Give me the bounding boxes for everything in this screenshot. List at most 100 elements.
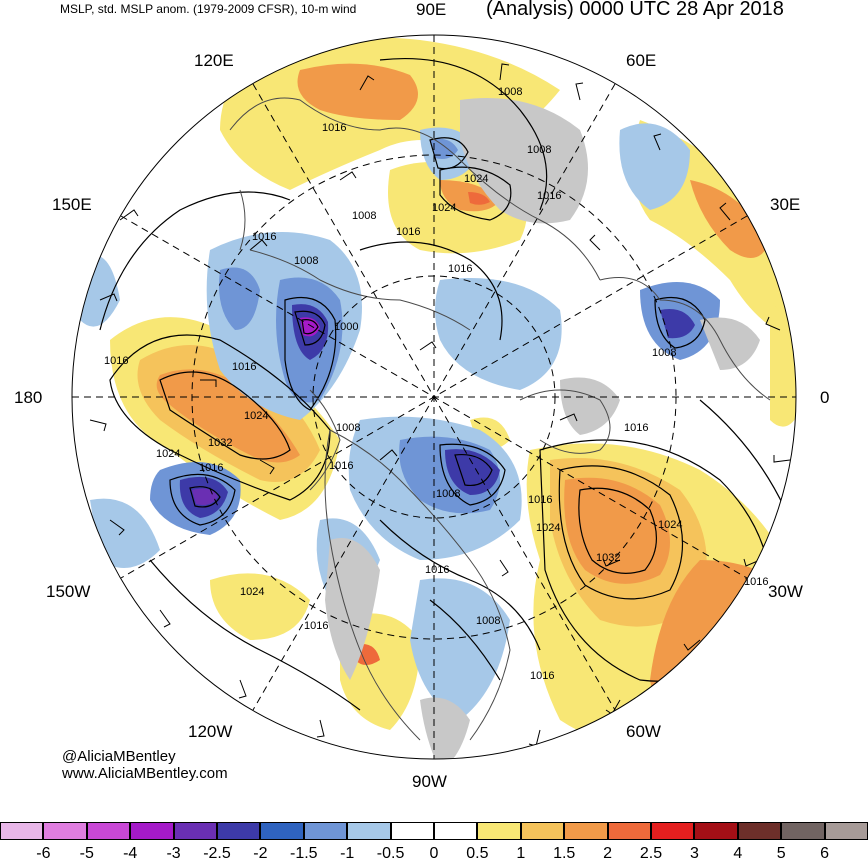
isobar-aleutian-low-inner — [189, 486, 221, 508]
isobar-label: 1008 — [336, 422, 360, 434]
isobar-label: 1016 — [199, 462, 223, 474]
isobar-siberia-low-inner — [294, 310, 326, 346]
isobar-label: 1016 — [322, 122, 346, 134]
isobar-aleutian-low — [169, 473, 236, 526]
isobar-canada-low — [439, 443, 506, 506]
isobar-label: 1016 — [104, 355, 128, 367]
isobar-label: 1016 — [304, 620, 328, 632]
lon-label-150w: 150W — [46, 582, 91, 601]
wind-barb — [109, 519, 125, 536]
lon-label-60w: 60W — [626, 722, 661, 741]
isobar-label: 1032 — [208, 437, 232, 449]
colorbar-label: 2.5 — [639, 845, 663, 862]
isobar-labels: 1008 1016 1008 1024 1024 1016 1008 1016 … — [104, 86, 768, 682]
author-handle: @AliciaMBentley — [62, 748, 176, 765]
colorbar-swatch — [217, 822, 261, 840]
isobar-canada-low-inner — [454, 453, 493, 487]
colorbar-swatch — [303, 822, 348, 840]
colorbar-swatch — [43, 822, 87, 840]
lon-label-150e: 150E — [52, 195, 92, 214]
author-url: www.AliciaMBentley.com — [62, 765, 228, 782]
colorbar-label: -4 — [123, 845, 138, 862]
anomaly-negative-europe — [619, 123, 690, 210]
coastline-japan — [239, 189, 246, 251]
isobar-pacific-high-inner — [159, 371, 291, 460]
wind-barb — [238, 679, 247, 699]
isobar-label: 1024 — [156, 448, 180, 460]
isobar-label: 1024 — [658, 519, 682, 531]
isobar-arctic — [359, 241, 503, 341]
colorbar-label: -2.5 — [203, 845, 231, 862]
colorbar-swatch — [737, 822, 782, 840]
anomaly-negative-southern-na — [410, 578, 510, 720]
colorbar-label: -1.5 — [290, 845, 318, 862]
anomaly-negative-arctic — [435, 278, 562, 390]
isobar-scandinavia-low — [654, 296, 706, 349]
anomaly-positive-north-pacific-core — [156, 369, 300, 463]
coastline-na-west — [324, 429, 421, 741]
colorbar-label: 4 — [733, 845, 743, 862]
isobar-siberia-low-core — [301, 319, 319, 335]
colorbar-swatch — [781, 822, 825, 840]
wind-barb — [719, 202, 731, 221]
anomaly-negative-canada-core — [445, 449, 500, 495]
colorbar-swatch — [0, 822, 44, 840]
wind-barb — [602, 558, 621, 567]
colorbar-label: 6 — [820, 845, 830, 862]
terrain-mask-andes — [420, 697, 470, 759]
parallel-30n — [191, 154, 677, 640]
map-title: MSLP, std. MSLP anom. (1979-2009 CFSR), … — [60, 2, 357, 16]
anomaly-positive-n-siberia-core — [297, 63, 418, 120]
colorbar-swatch — [260, 822, 304, 840]
wind-barb — [359, 75, 375, 91]
wind-barb — [200, 379, 217, 387]
wind-barb — [765, 316, 781, 331]
coastline-alaska — [309, 389, 341, 491]
isobar-label: 1024 — [432, 202, 456, 214]
colorbar-label: -3 — [166, 845, 181, 862]
lon-label-30e: 30E — [770, 195, 801, 214]
anomaly-field — [72, 35, 796, 759]
isobar-label: 1008 — [476, 615, 500, 627]
isobar-asia-high — [439, 166, 512, 221]
colorbar-swatch — [564, 822, 608, 840]
isobar-label: 1024 — [244, 410, 268, 422]
anomaly-positive-west-atlantic — [770, 300, 796, 427]
wind-barb — [149, 129, 167, 151]
wind-barb — [259, 459, 275, 475]
anomaly-negative-china-core — [430, 138, 458, 159]
lon-label-120w: 120W — [188, 722, 233, 741]
lon-label-60e: 60E — [626, 51, 657, 70]
parallel-60n — [312, 275, 556, 519]
lon-label-0: 0 — [820, 388, 830, 407]
isobar-label: 1016 — [537, 190, 561, 202]
anomaly-negative-scandinavia-core — [660, 309, 695, 339]
isobar-label: 1016 — [744, 576, 768, 588]
coastline-greenland — [519, 389, 611, 454]
anomaly-negative-pacific-sw — [90, 498, 160, 568]
isobar-label: 1008 — [436, 488, 460, 500]
isobar-na-south — [429, 599, 501, 681]
isobar-label: 1008 — [352, 210, 376, 222]
lon-label-90w: 90W — [412, 772, 447, 791]
colorbar-label: 3 — [689, 845, 699, 862]
lon-label-30w: 30W — [768, 582, 803, 601]
wind-barb — [89, 419, 107, 432]
isobar-label: 1016 — [425, 564, 449, 576]
colorbar-label: 0.5 — [466, 845, 489, 862]
isobar-label: 1008 — [498, 86, 522, 98]
isobar-label: 1024 — [464, 173, 488, 185]
colorbar-swatch — [520, 822, 565, 840]
wind-barb — [379, 449, 398, 461]
wind-barb — [99, 293, 118, 302]
wind-barb — [589, 234, 601, 251]
wind-barb — [653, 133, 662, 151]
wind-barb — [683, 639, 701, 651]
lon-label-90e: 90E — [416, 0, 447, 19]
wind-barb — [575, 82, 584, 101]
colorbar-label: -0.5 — [376, 845, 405, 862]
wind-barb — [316, 719, 325, 738]
colorbar-swatch — [130, 822, 174, 840]
